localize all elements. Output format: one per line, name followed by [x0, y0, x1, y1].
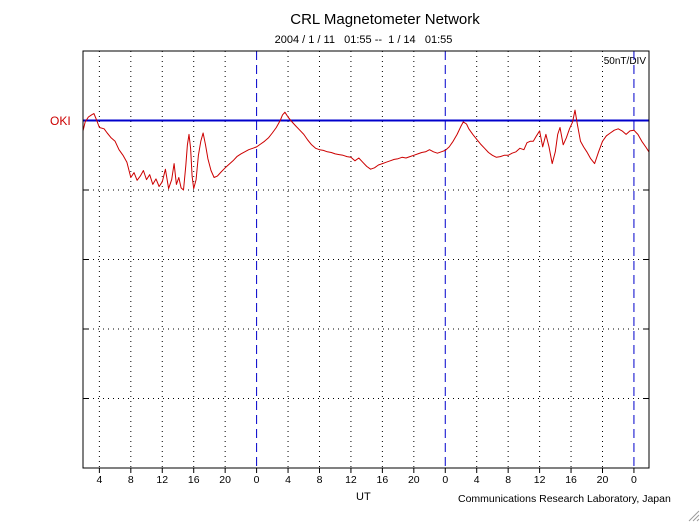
x-tick-label: 16	[188, 474, 200, 486]
x-tick-label: 4	[285, 474, 291, 486]
x-tick-label: 0	[631, 474, 637, 486]
x-tick-label: 20	[597, 474, 609, 486]
scale-label: 50nT/DIV	[603, 56, 646, 67]
station-label: OKI	[50, 114, 71, 128]
trace-layer	[82, 109, 650, 191]
plot-frame	[82, 50, 650, 469]
chart-subtitle: 2004 / 1 / 11 01:55 -- 1 / 14 01:55	[274, 34, 453, 46]
x-tick-label: 12	[156, 474, 168, 486]
x-tick-label: 8	[505, 474, 511, 486]
x-tick-label: 20	[219, 474, 231, 486]
x-tick-label: 12	[534, 474, 546, 486]
x-tick-label: 0	[442, 474, 448, 486]
chart-title: CRL Magnetometer Network	[290, 11, 480, 28]
x-tick-label: 12	[345, 474, 357, 486]
magnetometer-trace	[82, 109, 650, 191]
grid-layer	[83, 51, 649, 468]
x-tick-label: 20	[408, 474, 420, 486]
x-tick-label: 4	[96, 474, 102, 486]
x-tick-label: 4	[474, 474, 480, 486]
resize-grip-icon[interactable]	[686, 508, 700, 522]
x-tick-label: 8	[128, 474, 134, 486]
x-tick-layer: 4 8 12 16 20 0 4 8 12 16 20 0 4 8 12 16 20 0	[96, 468, 637, 486]
x-tick-label: 16	[565, 474, 577, 486]
x-tick-label: 8	[317, 474, 323, 486]
credit-text: Communications Research Laboratory, Japa…	[458, 493, 671, 505]
x-tick-label: 0	[254, 474, 260, 486]
x-axis-label: UT	[356, 491, 371, 503]
x-tick-label: 16	[377, 474, 389, 486]
